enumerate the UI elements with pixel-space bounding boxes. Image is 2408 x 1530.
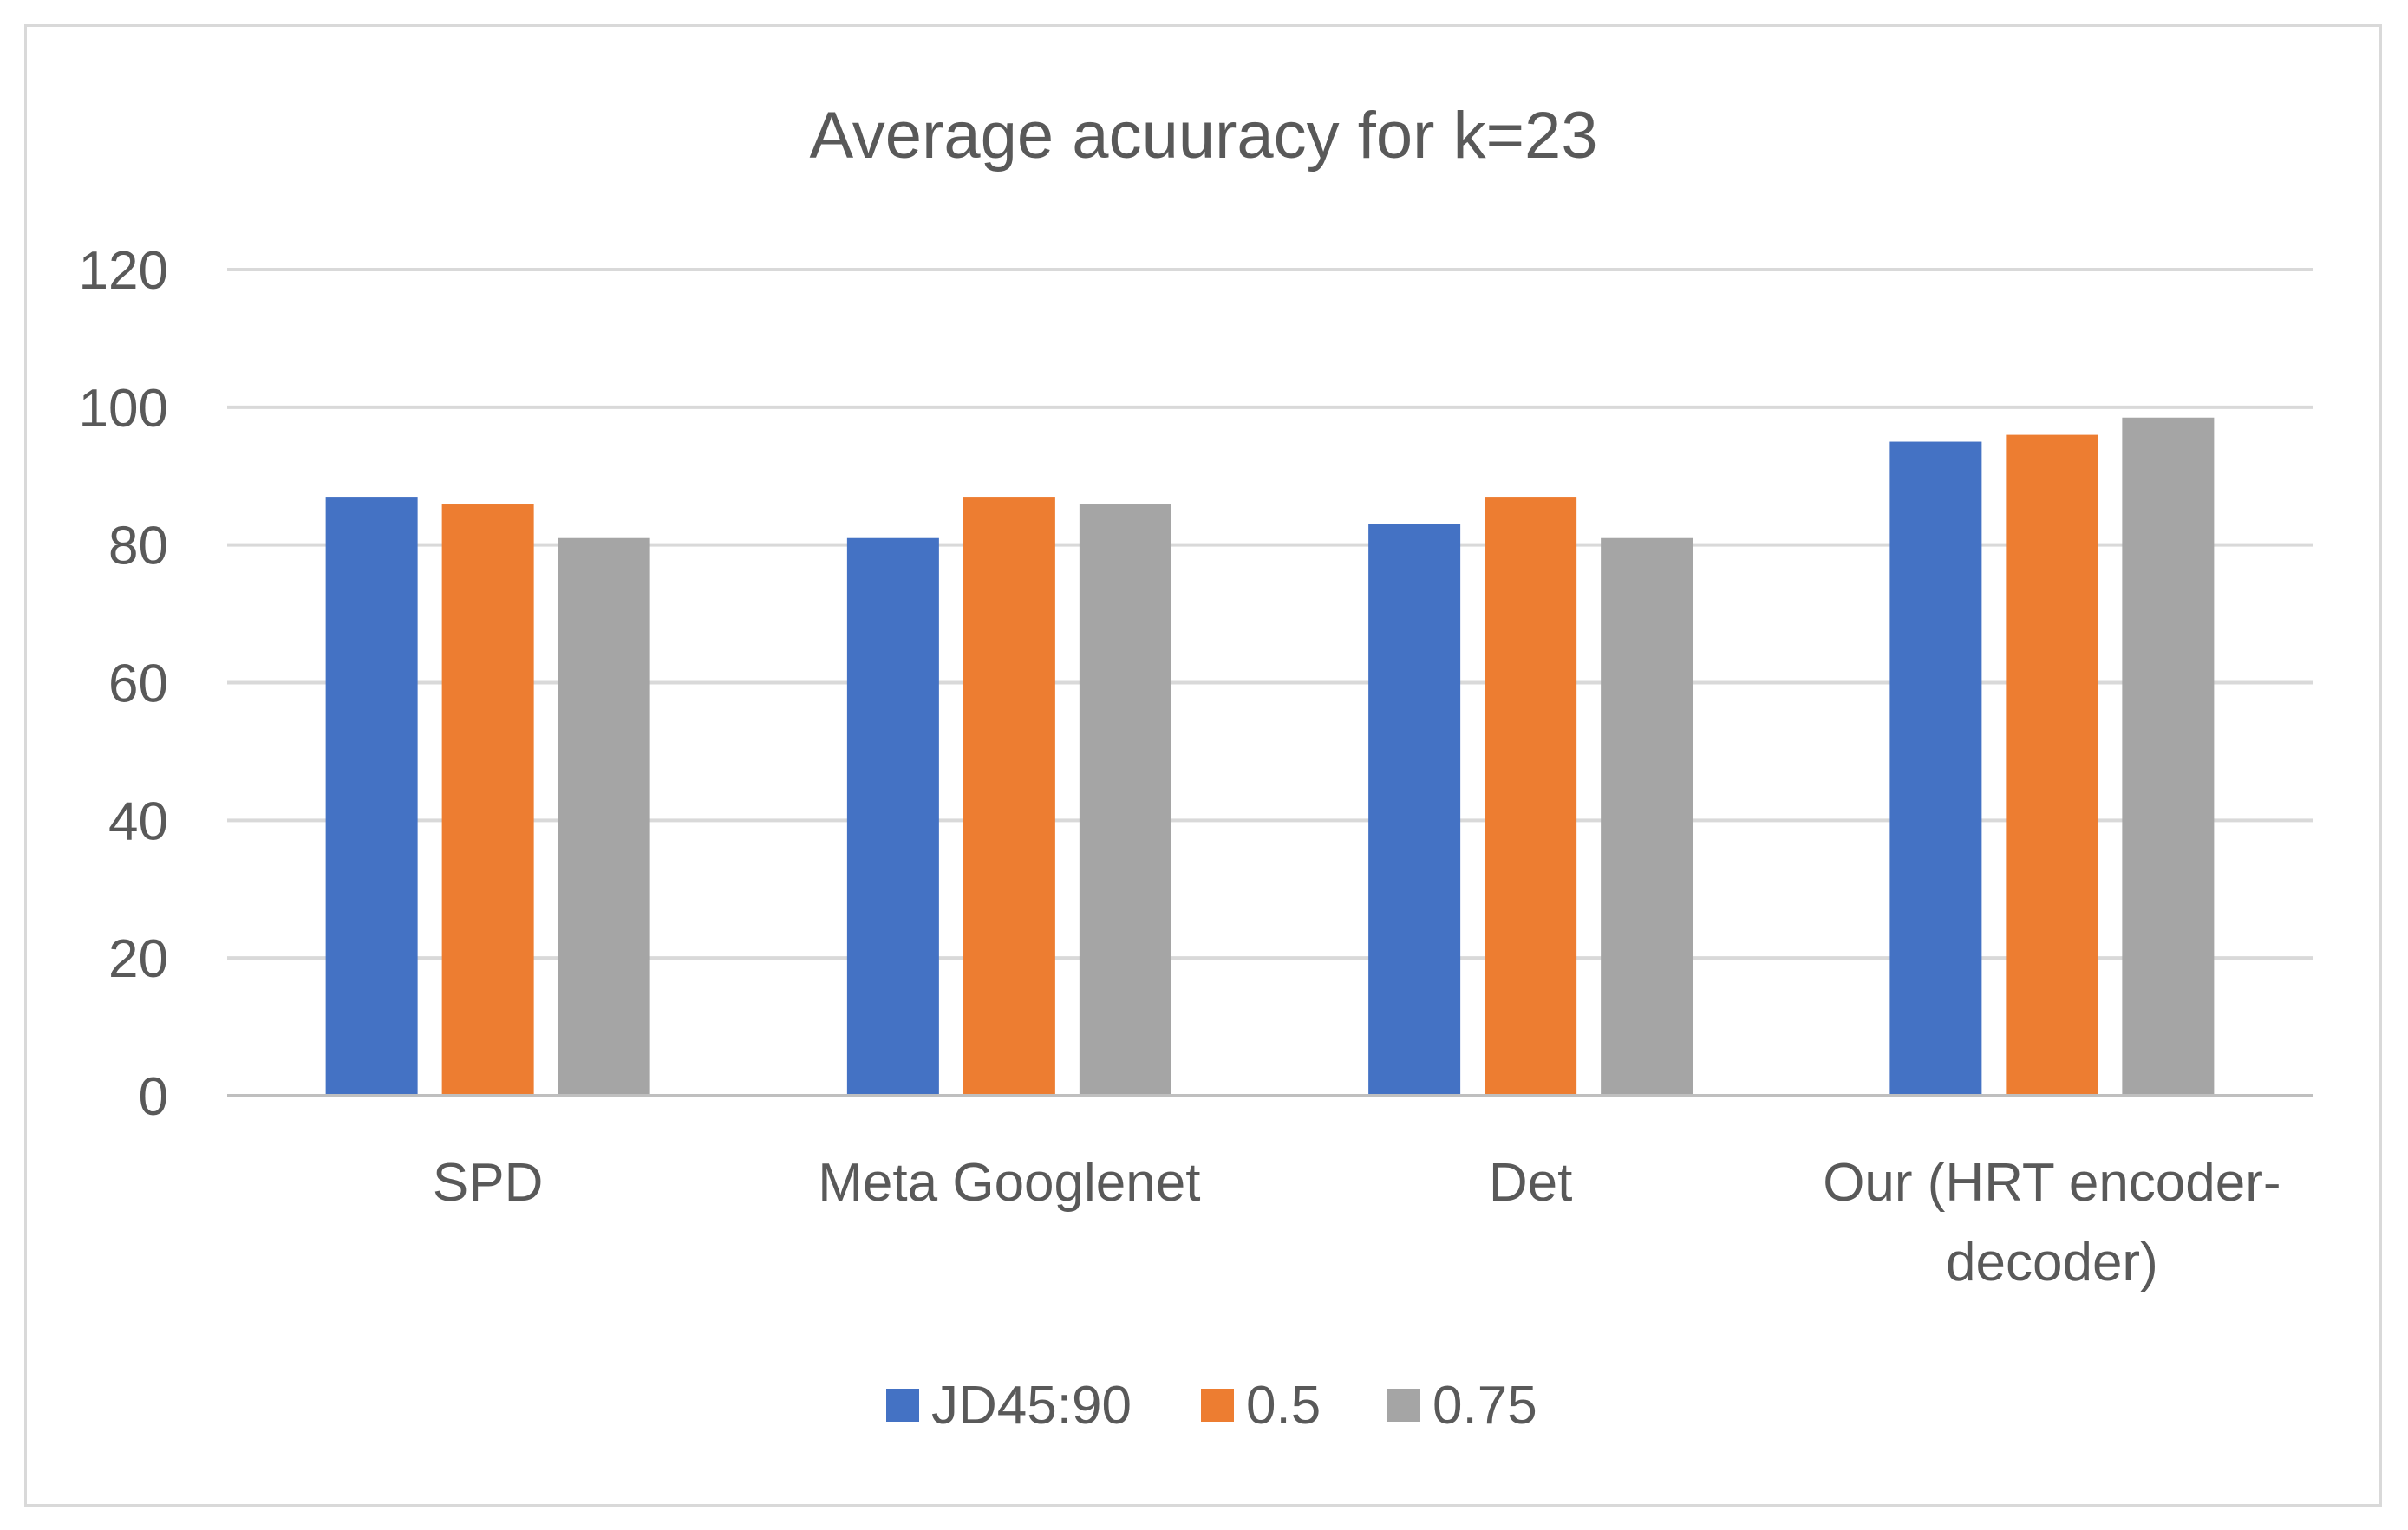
chart-title: Average acuuracy for k=23 <box>809 99 1597 173</box>
bar-0-5-3 <box>2006 434 2098 1097</box>
bar-0-75-0 <box>558 537 650 1096</box>
y-tick-label-100: 100 <box>79 379 168 439</box>
bar-0-5-2 <box>1485 497 1577 1096</box>
bars <box>325 417 2215 1097</box>
y-axis-tick-labels: 0 20 40 60 80 100 120 <box>79 241 168 1127</box>
bar-0-75-2 <box>1601 537 1693 1096</box>
y-tick-label-60: 60 <box>108 654 168 714</box>
category-label-3-line-1: decoder) <box>1946 1233 2158 1292</box>
bar-jd45-90-1 <box>846 537 939 1096</box>
y-tick-label-20: 20 <box>108 929 168 989</box>
y-tick-label-120: 120 <box>79 241 168 301</box>
bar-jd45-90-3 <box>1889 441 1982 1097</box>
y-tick-label-80: 80 <box>108 517 168 576</box>
category-label-0-line-0: SPD <box>433 1153 543 1213</box>
bar-0-5-0 <box>441 504 534 1096</box>
bar-0-75-1 <box>1079 504 1171 1096</box>
legend: JD45:90 0.5 0.75 <box>886 1376 1537 1436</box>
legend-swatch-0 <box>886 1389 919 1422</box>
legend-swatch-1 <box>1201 1389 1234 1422</box>
legend-label-0: JD45:90 <box>931 1376 1132 1436</box>
bar-jd45-90-0 <box>325 497 418 1096</box>
bar-0-75-3 <box>2122 417 2215 1096</box>
category-label-2-line-0: Det <box>1489 1153 1572 1213</box>
legend-label-2: 0.75 <box>1432 1376 1537 1436</box>
category-label-1-line-0: Meta Googlenet <box>818 1153 1200 1213</box>
category-label-3-line-0: Our (HRT encoder- <box>1823 1153 2281 1213</box>
y-tick-label-0: 0 <box>139 1067 168 1127</box>
bar-0-5-1 <box>963 497 1055 1096</box>
bar-jd45-90-2 <box>1368 524 1461 1096</box>
legend-label-1: 0.5 <box>1246 1376 1321 1436</box>
gridlines <box>227 268 2313 960</box>
category-labels: SPD Meta Googlenet Det Our (HRT encoder-dec… <box>433 1153 2281 1292</box>
y-tick-label-40: 40 <box>108 791 168 851</box>
legend-swatch-2 <box>1387 1389 1420 1422</box>
